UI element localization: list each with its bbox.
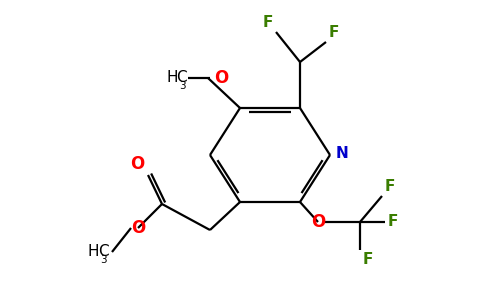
Text: H: H bbox=[166, 70, 178, 85]
Text: H: H bbox=[88, 244, 99, 259]
Text: O: O bbox=[130, 155, 144, 173]
Text: C: C bbox=[176, 70, 187, 85]
Text: 3: 3 bbox=[179, 81, 186, 91]
Text: F: F bbox=[388, 214, 398, 230]
Text: 3: 3 bbox=[100, 255, 106, 265]
Text: N: N bbox=[336, 146, 349, 161]
Text: O: O bbox=[214, 69, 228, 87]
Text: F: F bbox=[363, 252, 373, 267]
Text: F: F bbox=[385, 179, 395, 194]
Text: O: O bbox=[131, 219, 145, 237]
Text: F: F bbox=[329, 25, 339, 40]
Text: O: O bbox=[311, 213, 325, 231]
Text: C: C bbox=[98, 244, 109, 259]
Text: F: F bbox=[263, 15, 273, 30]
